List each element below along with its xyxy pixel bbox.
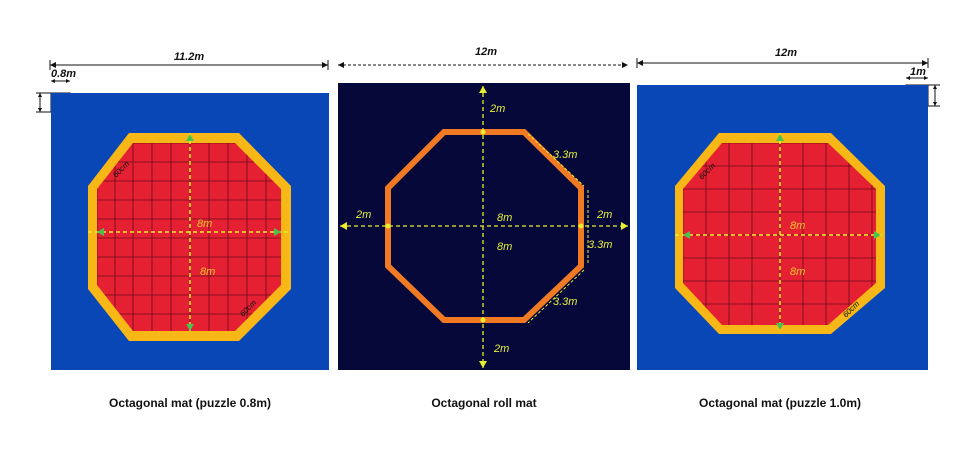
bottom-label-middle: 2m xyxy=(493,343,509,355)
caption-middle: Octagonal roll mat xyxy=(431,396,537,410)
panel-right: 12m 1m 8m 8m xyxy=(636,47,940,370)
diag-label-left-2: 8m xyxy=(200,266,215,278)
width-dimension-middle: 12m xyxy=(338,46,628,68)
edge-label-middle-2: 3.3m xyxy=(588,239,612,251)
right-label-middle: 2m xyxy=(596,209,612,221)
center-label-middle-2: 8m xyxy=(497,241,512,253)
width-dimension-right: 12m xyxy=(636,47,929,68)
roll-octagon xyxy=(385,129,584,323)
diagonal-guides-right xyxy=(675,133,885,330)
puzzle-grid-left xyxy=(97,143,281,331)
left-label-middle: 2m xyxy=(355,209,371,221)
width-label-left: 11.2m xyxy=(174,51,205,63)
diagonal-guides-left xyxy=(88,133,291,331)
center-label-middle-1: 8m xyxy=(497,212,512,224)
panel-left: 11.2m 0.8m xyxy=(36,51,329,370)
width-label-right: 12m xyxy=(775,47,797,59)
diag-label-left-1: 8m xyxy=(197,218,212,230)
diag-label-right-1: 8m xyxy=(790,220,805,232)
top-label-middle: 2m xyxy=(489,103,505,115)
width-label-middle: 12m xyxy=(475,46,497,58)
edge-label-middle-3: 3.3m xyxy=(553,296,577,308)
panel-middle: 12m 2m 2m 2m 2m 8m 8m 3.3m 3.3m 3.3m xyxy=(338,46,630,370)
diag-label-right-2: 8m xyxy=(790,266,805,278)
edge-label-middle-1: 3.3m xyxy=(553,149,577,161)
width-dimension-left: 11.2m xyxy=(49,51,329,70)
octagon-mat-left xyxy=(97,143,281,331)
guides-middle xyxy=(340,86,628,368)
tile-label-left: 0.8m xyxy=(51,68,76,80)
caption-left: Octagonal mat (puzzle 0.8m) xyxy=(108,396,272,410)
tile-label-right: 1m xyxy=(910,66,926,78)
caption-right: Octagonal mat (puzzle 1.0m) xyxy=(698,396,862,410)
